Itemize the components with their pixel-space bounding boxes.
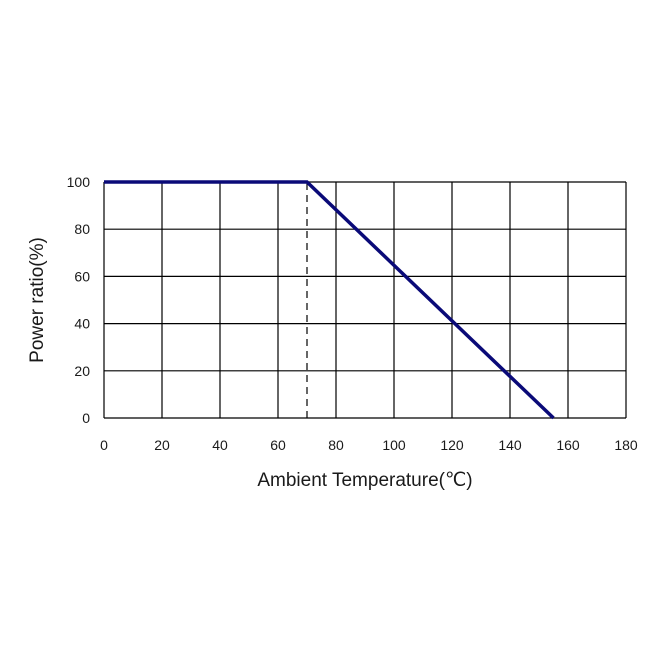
- x-tick-label: 120: [440, 437, 464, 453]
- x-tick-label: 180: [614, 437, 638, 453]
- grid-lines: [103, 181, 627, 419]
- y-tick-label: 0: [82, 410, 90, 426]
- y-tick-label: 100: [67, 174, 91, 190]
- y-tick-label: 80: [74, 221, 90, 237]
- y-axis-title: Power ratio(%): [27, 237, 48, 363]
- x-tick-label: 60: [270, 437, 286, 453]
- x-tick-label: 160: [556, 437, 580, 453]
- x-tick-label: 140: [498, 437, 522, 453]
- x-tick-label: 100: [382, 437, 406, 453]
- x-axis-title: Ambient Temperature(℃): [257, 470, 472, 491]
- x-tick-label: 0: [100, 437, 108, 453]
- derating-curve: [104, 180, 555, 420]
- y-tick-label: 40: [74, 316, 90, 332]
- x-tick-label: 80: [328, 437, 344, 453]
- x-tick-label: 40: [212, 437, 228, 453]
- y-axis-ticks: 0 20 40 60 80 100: [67, 174, 91, 426]
- x-tick-label: 20: [154, 437, 170, 453]
- x-axis-ticks: 0 20 40 60 80 100 120 140 160 180: [100, 437, 638, 453]
- y-tick-label: 20: [74, 363, 90, 379]
- y-tick-label: 60: [74, 268, 90, 284]
